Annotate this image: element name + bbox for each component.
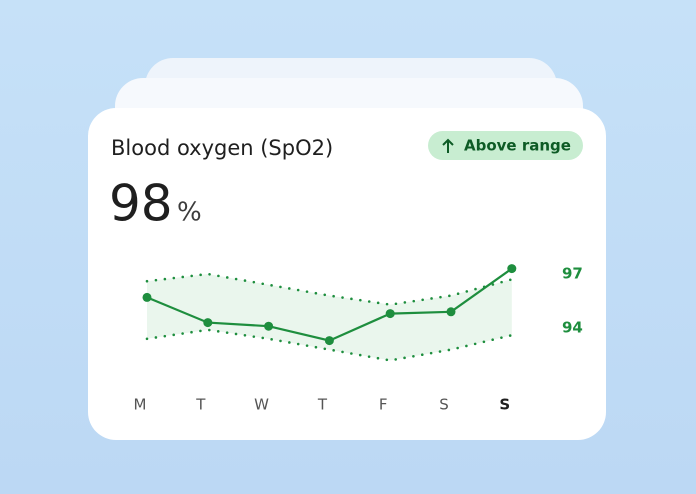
point <box>385 309 395 319</box>
point <box>264 321 274 331</box>
x-tick-label: T <box>317 396 328 414</box>
point <box>446 307 456 317</box>
range-band <box>147 274 512 361</box>
point <box>142 292 152 302</box>
badge-text: Above range <box>464 137 571 155</box>
x-tick-label: M <box>134 396 147 414</box>
chart: 94 97 M T W T F S S <box>134 264 583 414</box>
card <box>88 108 606 440</box>
card-title: Blood oxygen (SpO2) <box>111 136 333 160</box>
x-tick-label: T <box>195 396 206 414</box>
badge <box>428 131 583 160</box>
point <box>324 336 334 346</box>
y-tick-label: 94 <box>562 319 583 337</box>
y-tick-label: 97 <box>562 265 583 283</box>
point <box>203 318 213 328</box>
x-tick-label: W <box>254 396 269 414</box>
x-tick-label: F <box>379 396 388 414</box>
value: 98 <box>109 175 173 233</box>
unit: % <box>177 198 202 228</box>
x-tick-label: S <box>499 396 510 414</box>
point <box>507 264 517 274</box>
badge-arrow <box>442 138 454 153</box>
x-tick-label: S <box>439 396 449 414</box>
